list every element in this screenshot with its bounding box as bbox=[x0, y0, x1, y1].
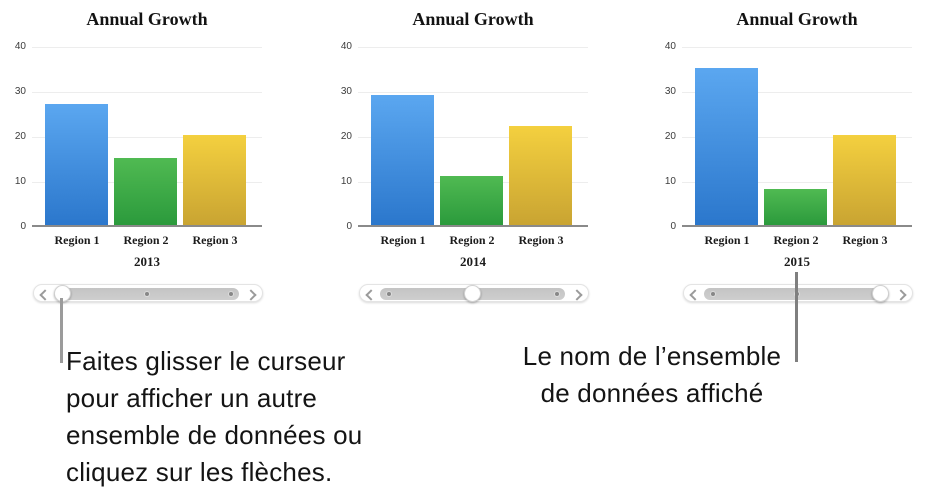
y-axis-tick: 30 bbox=[340, 86, 352, 97]
y-axis-tick: 10 bbox=[14, 176, 26, 187]
plot-area bbox=[682, 47, 912, 227]
slider-position-dot bbox=[144, 292, 149, 296]
y-axis-tick: 20 bbox=[14, 131, 26, 142]
dataset-name-label: 2014 bbox=[460, 254, 486, 269]
plot-area bbox=[32, 47, 262, 227]
gridline bbox=[358, 47, 588, 48]
dataset-name-label: 2015 bbox=[784, 254, 810, 269]
y-axis-tick: 10 bbox=[664, 176, 676, 187]
dataset-slider[interactable] bbox=[359, 284, 589, 302]
bar-region-3 bbox=[833, 135, 896, 225]
bar-region-1 bbox=[45, 103, 108, 225]
slider-position-dot bbox=[710, 292, 715, 296]
chart-group: Annual Growth 40 30 20 10 0 Region 1 Reg… bbox=[650, 0, 931, 312]
chevron-right-icon[interactable] bbox=[898, 290, 906, 298]
chevron-left-icon[interactable] bbox=[366, 290, 374, 298]
x-axis-label: Region 3 bbox=[518, 233, 564, 247]
bar-region-2 bbox=[440, 175, 503, 225]
chevron-left-icon[interactable] bbox=[40, 290, 48, 298]
slider-position-dot bbox=[386, 292, 391, 296]
bar-region-1 bbox=[695, 67, 758, 225]
chart-title: Annual Growth bbox=[412, 9, 534, 29]
dataset-name-label: 2013 bbox=[134, 254, 160, 269]
chevron-right-icon[interactable] bbox=[248, 290, 256, 298]
bar-region-1 bbox=[371, 94, 434, 225]
gridline bbox=[682, 47, 912, 48]
slider-position-dot bbox=[228, 292, 233, 296]
dataset-slider[interactable] bbox=[683, 284, 913, 302]
bar-region-2 bbox=[114, 157, 177, 225]
y-axis-tick: 0 bbox=[346, 221, 352, 232]
chevron-right-icon[interactable] bbox=[574, 290, 582, 298]
bar-region-3 bbox=[183, 135, 246, 225]
chart-group: Annual Growth 40 30 20 10 0 Region 1 Reg… bbox=[0, 0, 300, 312]
chart-group: Annual Growth 40 30 20 10 0 Region 1 Reg… bbox=[326, 0, 626, 312]
dataset-name-caption: Le nom de l’ensemble de données affiché bbox=[522, 341, 782, 408]
x-axis-label: Region 1 bbox=[380, 233, 426, 247]
y-axis-tick: 40 bbox=[14, 41, 26, 52]
callout-line-dataset bbox=[795, 272, 798, 362]
y-axis-tick: 30 bbox=[664, 86, 676, 97]
gridline bbox=[682, 182, 912, 183]
chart-title: Annual Growth bbox=[86, 9, 208, 29]
x-axis-label: Region 1 bbox=[704, 233, 750, 247]
chevron-left-icon[interactable] bbox=[690, 290, 698, 298]
x-axis-label: Region 2 bbox=[123, 233, 169, 247]
x-axis-label: Region 1 bbox=[54, 233, 100, 247]
y-axis-tick: 40 bbox=[664, 41, 676, 52]
gridline bbox=[32, 47, 262, 48]
y-axis-tick: 10 bbox=[340, 176, 352, 187]
dataset-slider[interactable] bbox=[33, 284, 263, 302]
gridline bbox=[32, 137, 262, 138]
y-axis-tick: 0 bbox=[20, 221, 26, 232]
y-axis-tick: 40 bbox=[340, 41, 352, 52]
x-axis-label: Region 3 bbox=[192, 233, 238, 247]
plot-area bbox=[358, 47, 588, 227]
gridline bbox=[682, 137, 912, 138]
y-axis-tick: 20 bbox=[664, 131, 676, 142]
slider-position-dot bbox=[554, 292, 559, 296]
slider-instruction-text: Faites glisser le curseur pour afficher … bbox=[66, 346, 363, 487]
bar-region-2 bbox=[764, 189, 827, 225]
x-axis-label: Region 2 bbox=[449, 233, 495, 247]
gridline bbox=[32, 92, 262, 93]
gridline bbox=[358, 92, 588, 93]
chart-title: Annual Growth bbox=[736, 9, 858, 29]
gridline bbox=[358, 137, 588, 138]
y-axis-tick: 30 bbox=[14, 86, 26, 97]
y-axis-tick: 0 bbox=[670, 221, 676, 232]
bar-region-3 bbox=[509, 126, 572, 225]
slider-thumb[interactable] bbox=[872, 285, 889, 302]
slider-thumb[interactable] bbox=[464, 285, 481, 302]
callout-line-slider bbox=[60, 298, 63, 363]
x-axis-label: Region 3 bbox=[842, 233, 888, 247]
x-axis-label: Region 2 bbox=[773, 233, 819, 247]
gridline bbox=[682, 92, 912, 93]
y-axis-tick: 20 bbox=[340, 131, 352, 142]
